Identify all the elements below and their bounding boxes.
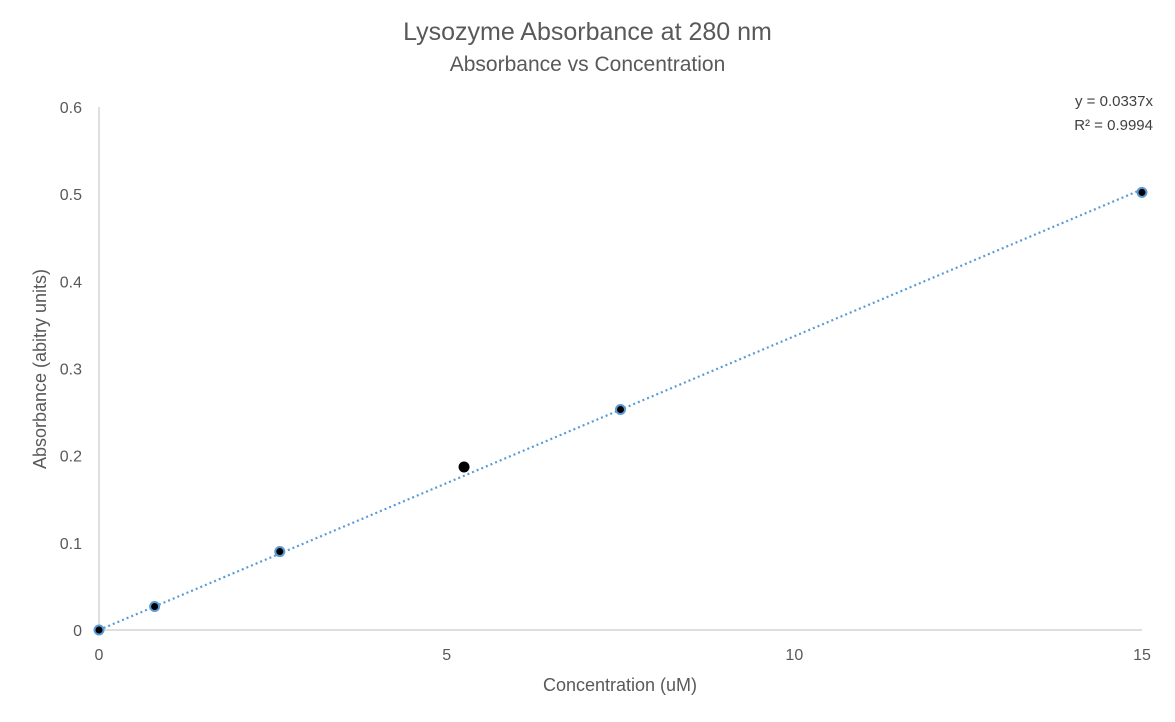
x-tick-label: 0 <box>95 647 104 664</box>
data-point <box>615 403 626 415</box>
trendline-equation: y = 0.0337x <box>1075 93 1153 110</box>
y-tick-label: 0.6 <box>60 100 82 117</box>
y-tick-label: 0.2 <box>60 449 82 466</box>
y-axis-title: Absorbance (abitry units) <box>30 269 50 469</box>
chart-subtitle: Absorbance vs Concentration <box>449 53 726 76</box>
y-tick-label: 0.4 <box>60 274 82 291</box>
x-axis-title: Concentration (uM) <box>543 675 697 695</box>
data-point <box>93 624 105 636</box>
x-tick-label: 5 <box>442 647 451 664</box>
y-tick-label: 0 <box>73 623 82 640</box>
data-point <box>149 600 161 612</box>
axes <box>98 107 1142 631</box>
outlier-point <box>458 461 470 473</box>
chart-title: Lysozyme Absorbance at 280 nm <box>403 18 772 46</box>
trendline-r-squared: R² = 0.9994 <box>1074 117 1153 134</box>
y-tick-label: 0.1 <box>60 536 82 553</box>
y-tick-label: 0.3 <box>60 362 82 379</box>
x-tick-label: 10 <box>785 647 803 664</box>
data-point <box>274 546 286 558</box>
tick-labels-group: 0 0.1 0.2 0.3 0.4 0.5 0.6 0 5 10 15 <box>60 100 1151 664</box>
x-tick-label: 15 <box>1133 647 1151 664</box>
data-points-group <box>93 186 1148 636</box>
y-tick-label: 0.5 <box>60 187 82 204</box>
data-point <box>1136 186 1148 198</box>
